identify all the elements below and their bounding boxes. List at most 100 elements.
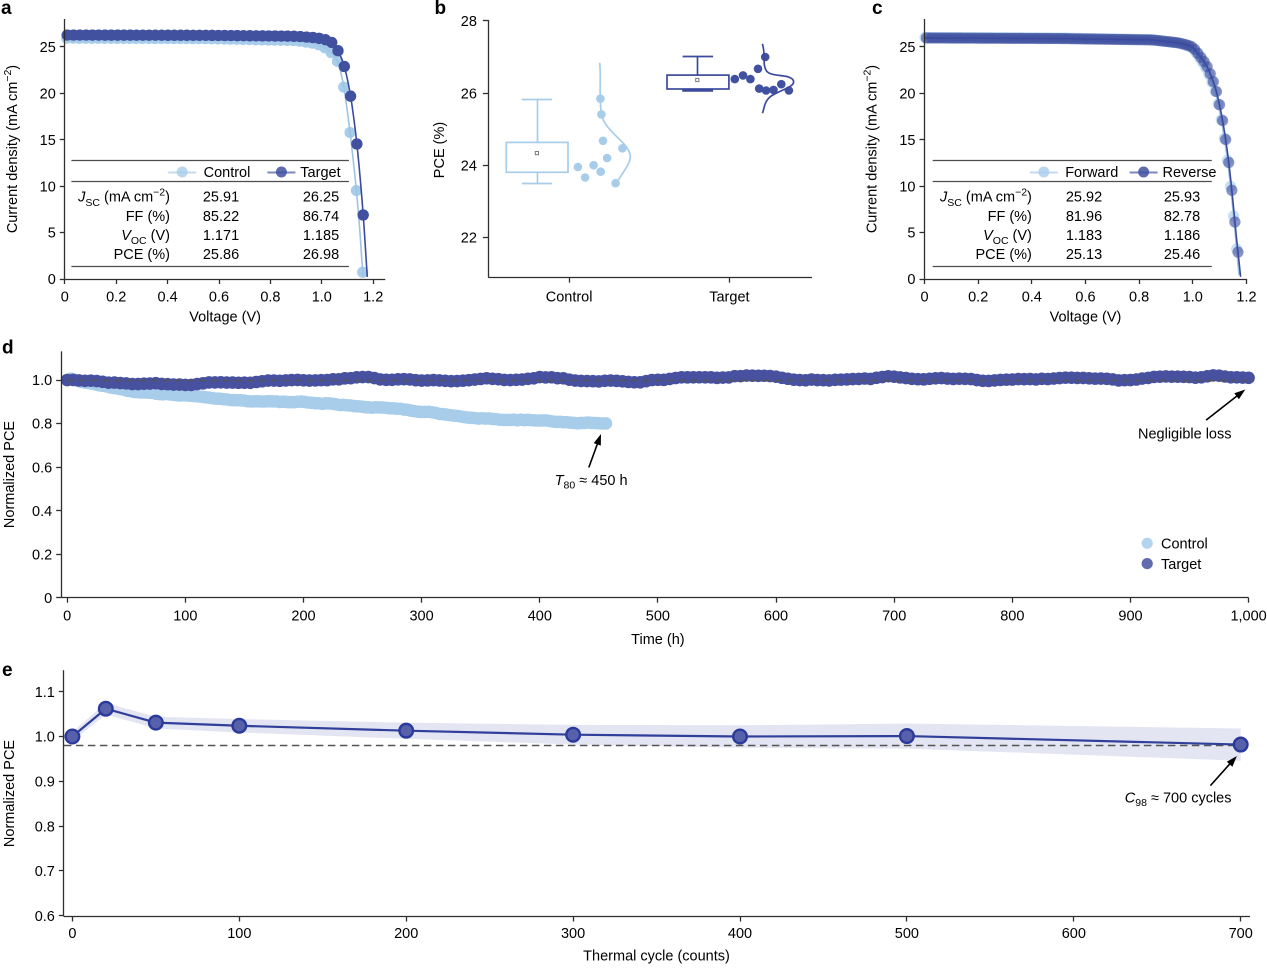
- svg-text:Current density (mA cm−2): Current density (mA cm−2): [862, 65, 881, 233]
- svg-text:0: 0: [44, 591, 52, 607]
- svg-text:25.46: 25.46: [1164, 247, 1200, 263]
- svg-text:1.2: 1.2: [363, 290, 383, 306]
- svg-text:PCE (%): PCE (%): [975, 247, 1031, 263]
- svg-text:Normalized PCE: Normalized PCE: [2, 421, 18, 528]
- svg-text:0.6: 0.6: [209, 290, 229, 306]
- svg-text:0: 0: [63, 609, 71, 625]
- svg-text:0: 0: [61, 290, 69, 306]
- svg-text:Control: Control: [1161, 537, 1208, 553]
- svg-text:25.86: 25.86: [203, 247, 239, 263]
- svg-text:0.9: 0.9: [35, 775, 55, 791]
- svg-text:28: 28: [461, 14, 477, 30]
- svg-text:300: 300: [409, 609, 433, 625]
- svg-text:5: 5: [48, 226, 56, 242]
- svg-text:0.6: 0.6: [35, 909, 55, 925]
- svg-text:d: d: [2, 338, 14, 359]
- svg-text:800: 800: [1000, 609, 1024, 625]
- svg-text:20: 20: [899, 86, 915, 102]
- svg-text:Negligible loss: Negligible loss: [1138, 426, 1232, 442]
- svg-text:900: 900: [1118, 609, 1142, 625]
- svg-text:Forward: Forward: [1065, 165, 1118, 181]
- svg-text:Normalized PCE: Normalized PCE: [2, 740, 18, 847]
- svg-text:200: 200: [394, 926, 418, 942]
- svg-text:0: 0: [48, 272, 56, 288]
- svg-text:PCE (%): PCE (%): [114, 247, 170, 263]
- svg-text:500: 500: [895, 926, 919, 942]
- svg-text:25.13: 25.13: [1066, 247, 1102, 263]
- svg-text:FF (%): FF (%): [988, 209, 1032, 225]
- svg-text:0.4: 0.4: [32, 504, 52, 520]
- svg-text:C98 ≈ 700 cycles: C98 ≈ 700 cycles: [1125, 790, 1232, 809]
- svg-text:FF (%): FF (%): [126, 209, 170, 225]
- svg-text:1.2: 1.2: [1236, 290, 1256, 306]
- svg-text:1.171: 1.171: [203, 228, 239, 244]
- svg-text:1,000: 1,000: [1230, 609, 1266, 625]
- svg-text:1.183: 1.183: [1066, 228, 1102, 244]
- svg-text:5: 5: [907, 226, 915, 242]
- svg-text:25.93: 25.93: [1164, 190, 1200, 206]
- svg-text:10: 10: [40, 179, 56, 195]
- svg-text:Voltage (V): Voltage (V): [189, 310, 261, 326]
- svg-text:b: b: [435, 0, 447, 19]
- svg-text:0.2: 0.2: [968, 290, 988, 306]
- svg-text:0.6: 0.6: [32, 460, 52, 476]
- svg-text:Target: Target: [709, 290, 749, 306]
- svg-text:700: 700: [1229, 926, 1253, 942]
- svg-text:600: 600: [764, 609, 788, 625]
- svg-text:0.8: 0.8: [32, 417, 52, 433]
- svg-text:100: 100: [173, 609, 197, 625]
- svg-text:200: 200: [291, 609, 315, 625]
- svg-text:0.6: 0.6: [1075, 290, 1095, 306]
- svg-text:Control: Control: [546, 290, 593, 306]
- svg-text:0: 0: [907, 272, 915, 288]
- svg-text:T80 ≈ 450 h: T80 ≈ 450 h: [555, 473, 628, 492]
- svg-text:82.78: 82.78: [1164, 209, 1200, 225]
- svg-text:26.98: 26.98: [303, 247, 339, 263]
- svg-text:500: 500: [646, 609, 670, 625]
- svg-text:20: 20: [40, 86, 56, 102]
- svg-text:81.96: 81.96: [1066, 209, 1102, 225]
- svg-text:1.0: 1.0: [35, 730, 55, 746]
- svg-text:Target: Target: [300, 165, 340, 181]
- svg-text:22: 22: [461, 231, 477, 247]
- svg-text:25: 25: [40, 40, 56, 56]
- svg-text:85.22: 85.22: [203, 209, 239, 225]
- svg-text:PCE (%): PCE (%): [432, 122, 448, 178]
- svg-text:1.0: 1.0: [1183, 290, 1203, 306]
- svg-text:0.2: 0.2: [32, 547, 52, 563]
- svg-text:700: 700: [882, 609, 906, 625]
- svg-text:a: a: [1, 0, 12, 19]
- svg-text:86.74: 86.74: [303, 209, 339, 225]
- svg-text:VOC (V): VOC (V): [121, 228, 170, 247]
- svg-text:0.4: 0.4: [158, 290, 178, 306]
- svg-text:24: 24: [461, 159, 477, 175]
- svg-text:1.0: 1.0: [32, 373, 52, 389]
- svg-text:26.25: 26.25: [303, 190, 339, 206]
- svg-text:0.4: 0.4: [1022, 290, 1042, 306]
- svg-text:Target: Target: [1161, 557, 1201, 573]
- svg-text:25: 25: [899, 40, 915, 56]
- svg-text:15: 15: [899, 133, 915, 149]
- svg-text:Time (h): Time (h): [631, 632, 684, 648]
- svg-text:1.186: 1.186: [1164, 228, 1200, 244]
- svg-text:Control: Control: [204, 165, 251, 181]
- svg-text:0.7: 0.7: [35, 864, 55, 880]
- svg-text:600: 600: [1062, 926, 1086, 942]
- svg-text:400: 400: [528, 609, 552, 625]
- svg-text:0.8: 0.8: [35, 819, 55, 835]
- svg-text:300: 300: [561, 926, 585, 942]
- svg-text:Voltage (V): Voltage (V): [1050, 310, 1122, 326]
- svg-text:JSC (mA cm−2): JSC (mA cm−2): [939, 186, 1032, 208]
- svg-text:25.92: 25.92: [1066, 190, 1102, 206]
- svg-text:0.8: 0.8: [1129, 290, 1149, 306]
- svg-text:0: 0: [920, 290, 928, 306]
- svg-text:Current density (mA cm−2): Current density (mA cm−2): [2, 65, 21, 233]
- svg-text:1.0: 1.0: [312, 290, 332, 306]
- svg-text:VOC (V): VOC (V): [983, 228, 1032, 247]
- svg-text:0: 0: [68, 926, 76, 942]
- svg-text:15: 15: [40, 133, 56, 149]
- svg-text:10: 10: [899, 179, 915, 195]
- svg-text:0.2: 0.2: [106, 290, 126, 306]
- svg-text:JSC (mA cm−2): JSC (mA cm−2): [77, 186, 170, 208]
- svg-text:1.185: 1.185: [303, 228, 339, 244]
